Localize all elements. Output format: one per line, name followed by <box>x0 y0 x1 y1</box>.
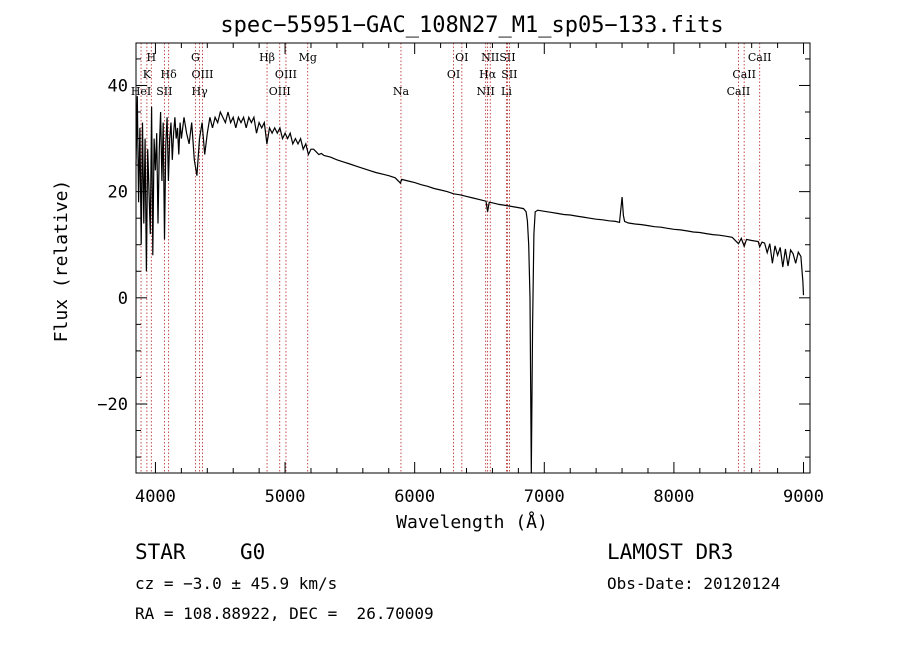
x-tick-label-6000: 6000 <box>394 487 435 507</box>
line-marker-label-1: K <box>143 68 152 81</box>
plot-frame <box>135 42 811 474</box>
x-tick-labels: 4000 5000 6000 7000 8000 9000 <box>135 487 824 507</box>
line-marker-label-19: NII <box>477 85 495 98</box>
object-subclass: G0 <box>240 540 266 564</box>
line-marker-label-13: OI <box>455 51 468 64</box>
line-marker-label-17: Hα <box>479 68 497 81</box>
object-class: STAR <box>135 540 186 564</box>
x-axis-label: Wavelength (Å) <box>396 511 548 533</box>
line-marker-label-18: SII <box>501 68 517 81</box>
line-marker-label-11: Mg <box>299 51 317 64</box>
x-tick-label-4000: 4000 <box>135 487 176 507</box>
y-tick-labels: −20 0 20 40 <box>97 76 128 415</box>
line-marker-label-15: NII <box>481 51 499 64</box>
axis-ticks <box>136 43 810 473</box>
line-marker-label-8: Hβ <box>259 51 275 64</box>
line-marker-label-3: SII <box>156 85 172 98</box>
y-tick-label-0: 0 <box>118 289 128 309</box>
line-marker-label-4: Hδ <box>161 68 178 81</box>
line-marker-label-14: OI <box>447 68 460 81</box>
x-tick-label-5000: 5000 <box>265 487 306 507</box>
chart-title: spec−55951−GAC_108N27_M1_sp05−133.fits <box>220 13 723 38</box>
y-tick-label-20: 20 <box>108 183 128 203</box>
line-marker-label-7: Hγ <box>192 85 209 98</box>
x-tick-label-9000: 9000 <box>783 487 824 507</box>
x-tick-label-7000: 7000 <box>524 487 565 507</box>
line-marker-label-20: Li <box>501 85 512 98</box>
line-marker-label-0: H <box>146 51 156 64</box>
line-marker-label-2: HeI <box>131 85 151 98</box>
flux-series-line <box>135 96 805 474</box>
line-marker-label-5: G <box>191 51 200 64</box>
y-tick-label-40: 40 <box>108 76 128 96</box>
ra-dec-coordinates: RA = 108.88922, DEC = 26.70009 <box>135 604 434 623</box>
observation-date: Obs-Date: 20120124 <box>607 574 781 593</box>
line-marker-label-22: CaII <box>732 68 756 81</box>
y-axis-label: Flux (relative) <box>51 180 72 343</box>
redshift-cz: cz = −3.0 ± 45.9 km/s <box>135 574 338 593</box>
x-tick-label-8000: 8000 <box>653 487 694 507</box>
line-marker-label-12: Na <box>393 85 410 98</box>
line-marker-label-23: CaII <box>727 85 751 98</box>
line-marker-label-9: OIII <box>275 68 297 81</box>
line-marker-label-21: CaII <box>748 51 772 64</box>
line-marker-label-10: OIII <box>269 85 291 98</box>
survey-name: LAMOST DR3 <box>607 540 734 564</box>
line-marker-label-16: SII <box>499 51 515 64</box>
y-tick-label--20: −20 <box>97 395 128 415</box>
line-marker-label-6: OIII <box>191 68 213 81</box>
